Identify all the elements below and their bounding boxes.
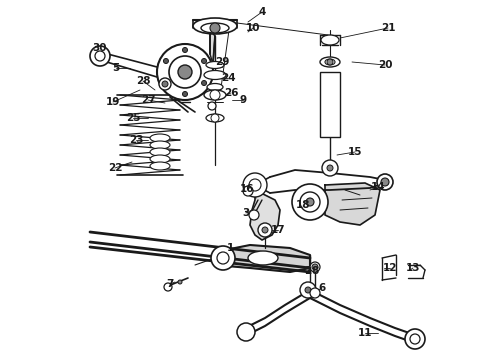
- Circle shape: [182, 48, 188, 53]
- Circle shape: [201, 58, 207, 63]
- Circle shape: [310, 262, 320, 272]
- Ellipse shape: [248, 251, 278, 265]
- Text: 29: 29: [215, 57, 229, 67]
- Text: 18: 18: [296, 200, 310, 210]
- Ellipse shape: [204, 71, 226, 80]
- Ellipse shape: [320, 57, 340, 67]
- Circle shape: [95, 51, 105, 61]
- Circle shape: [377, 174, 393, 190]
- Ellipse shape: [150, 141, 170, 149]
- Circle shape: [211, 246, 235, 270]
- Text: 26: 26: [224, 88, 238, 98]
- Circle shape: [300, 282, 316, 298]
- Text: 16: 16: [240, 184, 254, 194]
- Circle shape: [210, 23, 220, 33]
- Circle shape: [169, 56, 201, 88]
- Circle shape: [90, 46, 110, 66]
- Text: 21: 21: [381, 23, 395, 33]
- Text: 12: 12: [383, 263, 397, 273]
- Polygon shape: [210, 30, 215, 64]
- Ellipse shape: [206, 114, 224, 122]
- Circle shape: [243, 173, 267, 197]
- Circle shape: [201, 81, 207, 85]
- Circle shape: [312, 264, 318, 270]
- Polygon shape: [215, 245, 310, 272]
- Polygon shape: [250, 190, 280, 240]
- Circle shape: [210, 90, 220, 100]
- Ellipse shape: [150, 134, 170, 142]
- Ellipse shape: [207, 84, 223, 90]
- Ellipse shape: [325, 59, 335, 65]
- Text: 2: 2: [304, 266, 312, 276]
- Circle shape: [258, 223, 272, 237]
- Polygon shape: [325, 183, 380, 225]
- Circle shape: [162, 81, 168, 87]
- Text: 9: 9: [240, 95, 246, 105]
- Circle shape: [178, 65, 192, 79]
- Text: 19: 19: [106, 97, 120, 107]
- Circle shape: [249, 210, 259, 220]
- Text: 7: 7: [166, 279, 173, 289]
- FancyBboxPatch shape: [320, 72, 340, 137]
- Text: 28: 28: [136, 76, 150, 86]
- Text: 11: 11: [358, 328, 372, 338]
- Text: 30: 30: [93, 43, 107, 53]
- Ellipse shape: [204, 90, 226, 100]
- Circle shape: [217, 252, 229, 264]
- Ellipse shape: [208, 102, 216, 110]
- Text: 13: 13: [406, 263, 420, 273]
- Text: 10: 10: [246, 23, 260, 33]
- Text: 15: 15: [348, 147, 362, 157]
- Text: 24: 24: [220, 73, 235, 83]
- Circle shape: [237, 323, 255, 341]
- Text: 27: 27: [141, 95, 155, 105]
- Ellipse shape: [201, 23, 229, 33]
- Text: 14: 14: [371, 182, 385, 192]
- Circle shape: [322, 160, 338, 176]
- Circle shape: [305, 287, 311, 293]
- Circle shape: [300, 192, 320, 212]
- Ellipse shape: [150, 155, 170, 163]
- Circle shape: [182, 91, 188, 96]
- Circle shape: [327, 165, 333, 171]
- Text: 8: 8: [311, 266, 318, 276]
- Circle shape: [292, 184, 328, 220]
- Text: 23: 23: [129, 135, 143, 145]
- Text: 22: 22: [108, 163, 122, 173]
- Circle shape: [164, 58, 169, 63]
- Circle shape: [310, 288, 320, 298]
- Ellipse shape: [150, 162, 170, 170]
- Circle shape: [381, 178, 389, 186]
- Text: 3: 3: [243, 208, 249, 218]
- Circle shape: [410, 334, 420, 344]
- Circle shape: [306, 198, 314, 206]
- Circle shape: [249, 179, 261, 191]
- Text: 1: 1: [226, 243, 234, 253]
- Ellipse shape: [206, 62, 224, 68]
- Text: 20: 20: [378, 60, 392, 70]
- Circle shape: [164, 283, 172, 291]
- Text: 17: 17: [270, 225, 285, 235]
- Circle shape: [327, 59, 333, 65]
- Circle shape: [304, 284, 316, 296]
- Text: 5: 5: [112, 63, 120, 73]
- Text: 25: 25: [126, 113, 140, 123]
- Circle shape: [262, 227, 268, 233]
- Circle shape: [243, 186, 253, 196]
- Ellipse shape: [193, 18, 237, 34]
- Circle shape: [211, 114, 219, 122]
- Circle shape: [164, 81, 169, 85]
- Circle shape: [157, 44, 213, 100]
- Circle shape: [178, 280, 182, 284]
- Text: 4: 4: [258, 7, 266, 17]
- Circle shape: [159, 78, 171, 90]
- Text: 6: 6: [318, 283, 326, 293]
- Ellipse shape: [321, 35, 339, 45]
- Circle shape: [405, 329, 425, 349]
- Ellipse shape: [150, 148, 170, 156]
